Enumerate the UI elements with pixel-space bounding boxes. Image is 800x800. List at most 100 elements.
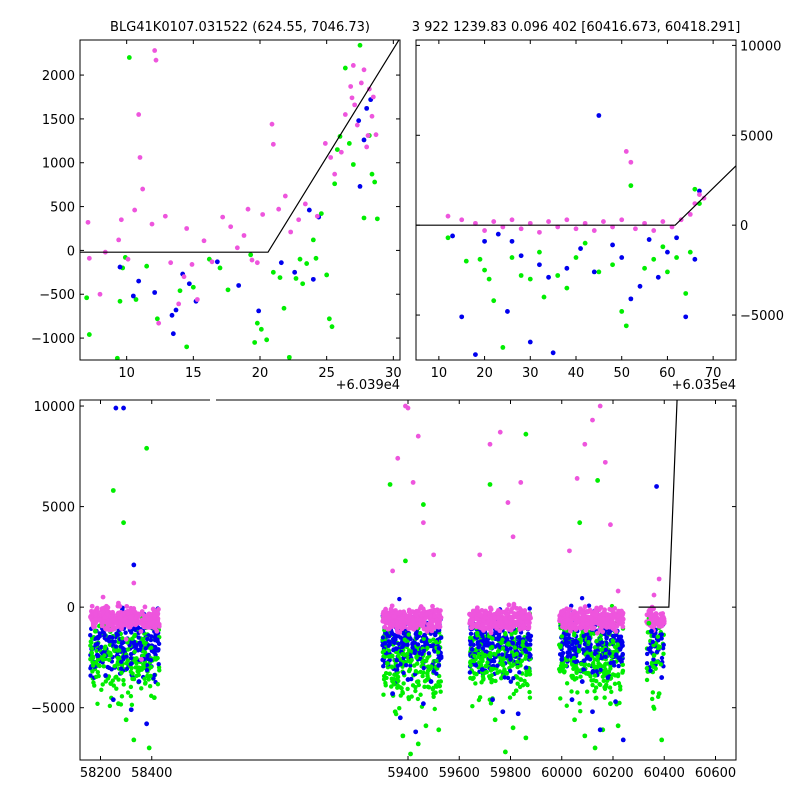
chart1-series1-point — [546, 274, 551, 280]
chart2-series2-point — [92, 610, 98, 616]
chart2-cloud-green-point — [94, 648, 99, 654]
chart2-cloud-green-point — [405, 686, 410, 692]
chart2-cloud-green-point — [129, 702, 135, 708]
chart2-cloud-blue-point — [467, 670, 473, 675]
chart2-cloud-pink-point — [420, 623, 425, 629]
chart2-cloud-green-point — [520, 642, 525, 648]
chart2-cloud-green-point — [500, 661, 506, 667]
chart2-cloud-pink-point — [574, 618, 580, 624]
chart1-series1-point — [450, 233, 455, 239]
chart0-series2-point — [116, 237, 122, 243]
chart2-cloud-green-point — [655, 634, 661, 639]
chart1-series2-point — [697, 192, 702, 198]
chart2-cloud-blue-point — [106, 638, 112, 644]
chart2-cloud-green-point — [614, 648, 619, 653]
chart2-cloud-green-point — [381, 648, 387, 654]
chart0-series1-point — [152, 290, 158, 295]
chart2-cloud-green-point — [425, 645, 430, 651]
chart2-cloud-green-point — [100, 682, 105, 687]
chart2-cloud-pink-point — [511, 601, 517, 607]
chart2-cloud-pink-point — [655, 620, 661, 626]
chart2-series1-point — [515, 711, 521, 717]
chart2-cloud-green-point — [564, 703, 569, 708]
chart2-cloud-blue-point — [585, 654, 590, 659]
chart1-series1-point — [596, 113, 602, 118]
chart2-cloud-blue-point — [608, 660, 613, 666]
chart1-series1-point — [527, 339, 533, 345]
chart0-series0-point — [184, 344, 190, 350]
chart2-cloud-green-point — [436, 679, 442, 684]
chart2-cloud-pink-point — [491, 623, 496, 629]
chart2-cloud-green-point — [153, 657, 159, 662]
chart0-series1-point — [136, 278, 142, 284]
chart2-cloud-green-point — [89, 646, 95, 651]
chart2-cloud-blue-point — [500, 652, 505, 657]
chart2-cloud-green-point — [527, 646, 533, 652]
chart2-cloud-blue-point — [129, 630, 134, 635]
chart2-series0-point — [146, 745, 152, 751]
chart2-series2-point — [146, 612, 152, 618]
chart2-cloud-green-point — [431, 637, 436, 642]
chart2-cloud-blue-point — [599, 655, 604, 661]
chart1-series2-point — [701, 195, 707, 201]
chart2-series0-point — [659, 737, 665, 743]
chart0-series0-point — [326, 316, 332, 322]
chart2-cloud-green-point — [431, 685, 436, 691]
chart2-cloud-green-point — [392, 672, 397, 677]
chart2-cloud-pink-point — [470, 608, 476, 614]
chart2-cloud-green-point — [564, 681, 570, 686]
chart2-cloud-blue-point — [381, 664, 386, 669]
chart2-series1-point — [121, 655, 126, 660]
chart2-ytick-label: 5000 — [42, 501, 75, 516]
chart1-series2-point — [623, 149, 629, 154]
chart0-frame — [79, 39, 401, 361]
chart2-cloud-green-point — [476, 654, 481, 660]
chart2-cloud-blue-point — [586, 603, 592, 608]
chart2-cloud-blue-point — [651, 657, 656, 662]
chart2-cloud-pink-point — [597, 615, 602, 621]
chart2-cloud-blue-point — [508, 679, 514, 684]
chart1-series0-point — [491, 298, 497, 304]
chart0-series2-point — [249, 257, 255, 263]
chart0-series0-point — [342, 65, 348, 71]
chart0-series2-point — [137, 155, 143, 160]
chart0-series2-point — [149, 221, 155, 227]
chart1-series1-point — [665, 249, 670, 255]
chart2-series1-point — [405, 677, 411, 682]
chart2-series1-point — [136, 679, 142, 684]
chart2-cloud-green-point — [485, 660, 490, 665]
chart0-series2-point — [162, 213, 168, 219]
chart2-xtick-label: 60200 — [592, 766, 633, 781]
chart1-series1-point — [591, 269, 597, 275]
chart2-cloud-green-point — [426, 664, 431, 669]
chart0-series2-point — [97, 291, 103, 297]
chart2-series2-point — [574, 476, 580, 481]
chart2-series1-point — [523, 648, 529, 654]
chart2-series1-point — [613, 699, 618, 705]
chart2-cloud-pink-point — [105, 605, 111, 610]
chart2-cloud-green-point — [650, 690, 656, 695]
chart2-cloud-green-point — [142, 676, 147, 681]
chart2-series1-point — [490, 697, 495, 703]
chart2-cloud-pink-point — [410, 609, 415, 615]
chart1-series0-point — [564, 285, 570, 291]
chart2-cloud-pink-point — [480, 621, 486, 627]
chart2-cloud-blue-point — [620, 640, 625, 645]
chart2-cloud-green-point — [121, 682, 126, 687]
chart2-cloud-pink-point — [557, 617, 563, 623]
chart2-cloud-pink-point — [587, 607, 593, 613]
chart2-series0-point — [100, 657, 106, 662]
chart0-series0-point — [144, 263, 150, 269]
chart0-series0-point — [361, 215, 367, 221]
chart2-series0-point — [577, 520, 583, 526]
chart1-series2-point — [509, 217, 515, 223]
chart2-cloud-green-point — [650, 696, 655, 702]
chart2-cloud-pink-point — [399, 616, 405, 622]
chart2-cloud-green-point — [610, 672, 616, 677]
chart0-series0-point — [277, 275, 283, 280]
chart2-cloud-blue-point — [417, 650, 423, 656]
chart1-xtick-label: 20 — [476, 366, 493, 381]
chart2-cloud-pink-point — [620, 610, 626, 616]
chart1-series2-point — [687, 211, 693, 217]
